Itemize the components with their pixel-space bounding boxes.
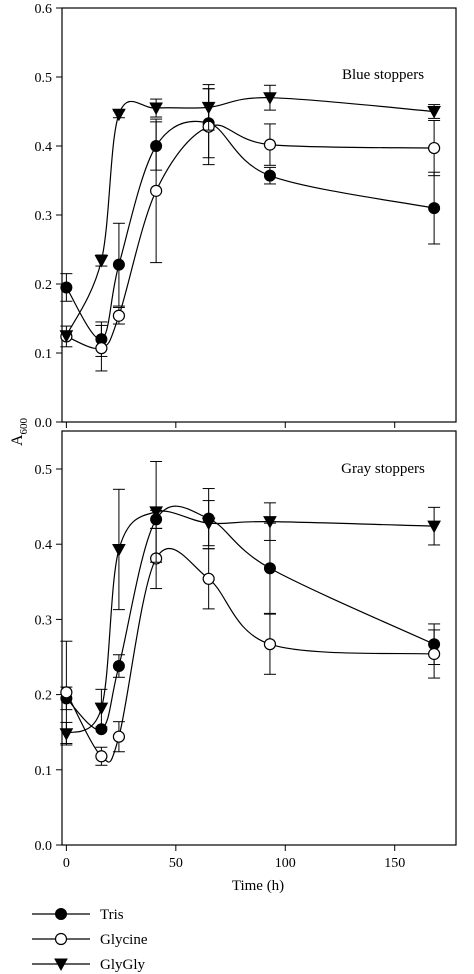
data-point-glygly <box>201 101 216 115</box>
legend-item-glycine: Glycine <box>32 932 148 948</box>
x-tick-label: 50 <box>169 856 183 871</box>
data-point-tris <box>112 660 125 673</box>
y-tick-label: 0.4 <box>35 140 53 155</box>
data-point-glycine <box>60 686 73 699</box>
x-tick-label: 0 <box>63 856 70 871</box>
data-point-glygly <box>427 106 441 119</box>
legend-label: GlyGly <box>100 957 146 973</box>
series-tris <box>60 488 441 736</box>
data-point-glygly <box>59 330 74 343</box>
data-point-glycine <box>95 342 108 355</box>
panel-blue-stoppers: 0.0 0.1 0.2 0.3 0.4 0.5 0.6 Blue stoppers <box>35 2 457 431</box>
data-point-glygly <box>427 520 441 534</box>
series-glygly <box>59 84 441 343</box>
data-point-glygly <box>149 102 163 116</box>
data-point-glycine <box>263 138 277 151</box>
data-point-glycine <box>112 309 126 322</box>
data-point-glygly <box>263 516 277 529</box>
data-point-glycine <box>202 572 215 585</box>
legend-marker-tris <box>55 908 67 920</box>
data-point-glygly <box>149 506 163 519</box>
data-point-glycine <box>150 184 163 197</box>
y-tick-label: 0.1 <box>35 764 53 779</box>
data-point-glygly <box>201 517 216 531</box>
series-glygly <box>59 460 441 746</box>
data-point-tris <box>112 258 125 271</box>
data-point-tris <box>428 202 441 215</box>
data-point-tris <box>263 169 276 182</box>
data-point-glycine <box>95 750 108 763</box>
data-point-glygly <box>94 255 109 268</box>
data-point-tris <box>263 562 276 575</box>
data-point-glycine <box>428 141 441 155</box>
data-point-glygly <box>112 543 126 557</box>
data-point-glygly <box>112 108 126 122</box>
legend-item-tris: Tris <box>32 907 124 923</box>
series-glycine <box>60 88 441 372</box>
panel-gray-stoppers: 0.0 0.1 0.2 0.3 0.4 0.5 0 50 100 150 Gray stoppers <box>35 430 457 871</box>
x-tick-label: 100 <box>275 856 296 871</box>
y-tick-label: 0.3 <box>35 613 53 628</box>
y-tick-label: 0.5 <box>35 463 53 478</box>
x-axis-label: Time (h) <box>232 878 284 894</box>
plot-frame <box>61 430 457 846</box>
y-tick-label: 0.0 <box>35 416 53 431</box>
x-tick-label: 150 <box>384 856 405 871</box>
data-point-tris <box>60 281 73 294</box>
data-point-glycine <box>428 647 441 661</box>
data-point-glycine <box>112 730 126 743</box>
y-tick-label: 0.6 <box>35 2 53 17</box>
y-tick-label: 0.2 <box>35 278 53 293</box>
y-tick-label: 0.2 <box>35 689 53 704</box>
legend-item-glygly: GlyGly <box>32 957 146 973</box>
series-line-glygly <box>65 97 435 337</box>
y-tick-label: 0.5 <box>35 71 53 86</box>
y-tick-label: 0.1 <box>35 347 53 362</box>
series-glycine <box>60 527 441 766</box>
legend-marker-glygly <box>54 958 68 972</box>
data-point-glygly <box>94 702 109 716</box>
legend-label: Tris <box>100 907 124 923</box>
y-tick-label: 0.0 <box>35 839 53 854</box>
data-point-glygly <box>263 92 277 105</box>
y-tick-label: 0.4 <box>35 538 53 553</box>
data-point-glygly <box>59 728 74 741</box>
legend-marker-glycine <box>54 932 68 946</box>
legend-label: Glycine <box>100 932 148 948</box>
y-tick-label: 0.3 <box>35 209 53 224</box>
data-point-glycine <box>263 638 277 651</box>
legend: Tris Glycine GlyGly <box>32 907 148 973</box>
panel-title: Gray stoppers <box>341 461 425 477</box>
panel-title: Blue stoppers <box>342 67 424 83</box>
y-axis-label: A600 <box>9 417 30 446</box>
